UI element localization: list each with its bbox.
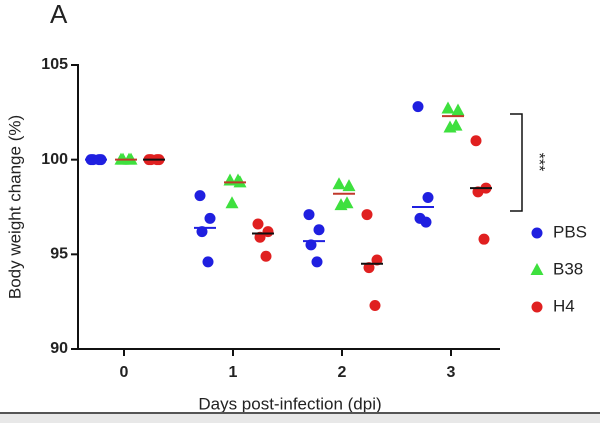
y-tick-label: 100 <box>41 151 68 168</box>
data-point <box>231 173 245 186</box>
data-point <box>451 103 465 116</box>
data-point <box>420 216 432 228</box>
data-point <box>225 196 239 209</box>
x-tick-label: 3 <box>447 364 456 381</box>
y-tick-label: 105 <box>41 56 68 73</box>
legend-label: H4 <box>553 296 575 315</box>
data-point <box>361 209 373 221</box>
data-point <box>422 192 434 204</box>
data-point <box>342 179 356 192</box>
legend-marker <box>531 227 543 239</box>
x-tick-label: 0 <box>120 364 129 381</box>
legend-marker <box>531 301 543 313</box>
data-point <box>202 256 214 268</box>
data-point <box>196 226 208 238</box>
x-tick-label: 1 <box>229 364 238 381</box>
panel-label: A <box>50 0 68 29</box>
data-point <box>470 135 482 147</box>
significance-label: *** <box>530 153 547 172</box>
x-axis-label: Days post-infection (dpi) <box>198 394 381 413</box>
y-axis-label: Body weight change (%) <box>5 115 24 299</box>
data-point <box>369 299 381 311</box>
data-point <box>305 239 317 251</box>
data-point <box>303 209 315 221</box>
data-point <box>412 101 424 113</box>
data-point <box>260 250 272 262</box>
data-point <box>449 118 463 131</box>
y-tick-label: 90 <box>50 340 68 357</box>
x-tick-label: 2 <box>338 364 347 381</box>
legend-label: B38 <box>553 259 583 278</box>
bottom-bar <box>0 413 600 423</box>
legend-marker <box>530 263 544 275</box>
data-point <box>441 101 455 114</box>
data-point <box>478 233 490 245</box>
data-point <box>254 231 266 243</box>
data-point <box>472 186 484 198</box>
data-point <box>204 212 216 224</box>
significance-bracket <box>510 113 523 212</box>
y-tick-label: 95 <box>50 246 68 263</box>
data-point <box>371 254 383 266</box>
data-point <box>313 224 325 236</box>
data-point <box>340 196 354 209</box>
data-point <box>194 190 206 202</box>
data-point <box>252 218 264 230</box>
legend-label: PBS <box>553 222 587 241</box>
data-point <box>363 262 375 274</box>
data-point <box>332 177 346 190</box>
data-point <box>311 256 323 268</box>
